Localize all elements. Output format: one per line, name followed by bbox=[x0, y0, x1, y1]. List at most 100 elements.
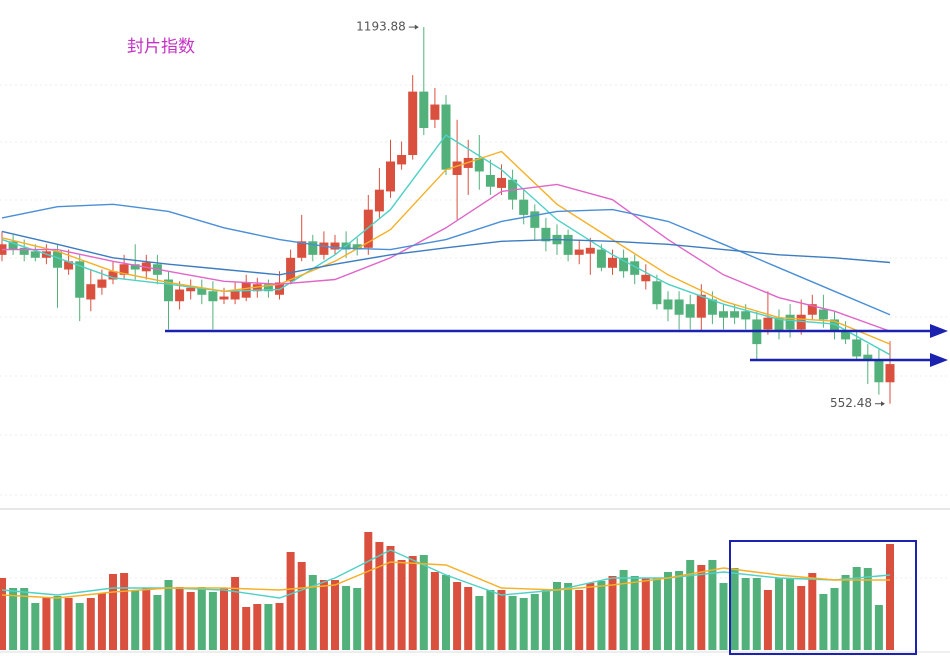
volume-bar bbox=[597, 581, 606, 650]
volume-bar bbox=[364, 532, 373, 650]
volume-bar bbox=[675, 571, 684, 650]
volume-bar bbox=[686, 560, 695, 650]
candle-body bbox=[164, 279, 173, 302]
candle-body bbox=[563, 234, 573, 255]
candle-body bbox=[596, 249, 606, 268]
candle-body bbox=[297, 241, 307, 258]
volume-bar bbox=[541, 590, 550, 650]
volume-bar bbox=[242, 607, 251, 650]
volume-bar bbox=[697, 565, 706, 650]
volume-bar bbox=[197, 587, 206, 650]
volume-bar bbox=[630, 576, 639, 650]
candle-body bbox=[419, 91, 429, 129]
extreme-label: 552.48 bbox=[830, 396, 872, 410]
volume-bar bbox=[708, 560, 717, 650]
candle-body bbox=[430, 104, 440, 120]
volume-bar bbox=[31, 603, 40, 650]
candle-body bbox=[519, 199, 529, 215]
volume-bar bbox=[419, 555, 428, 650]
volume-bar bbox=[175, 587, 184, 650]
volume-bar bbox=[575, 590, 584, 650]
candle-body bbox=[197, 287, 207, 295]
volume-bar bbox=[730, 568, 739, 650]
candle-body bbox=[30, 251, 40, 258]
candle-body bbox=[308, 241, 318, 255]
candle-body bbox=[774, 317, 784, 332]
candle-body bbox=[785, 314, 795, 330]
volume-bar bbox=[442, 575, 450, 650]
volume-bar bbox=[64, 598, 73, 650]
volume-bar bbox=[286, 552, 295, 650]
volume-bar bbox=[519, 598, 528, 650]
candle-body bbox=[8, 241, 18, 250]
candle-body bbox=[763, 317, 773, 330]
candle-body bbox=[363, 209, 373, 248]
ma-line bbox=[1, 561, 890, 599]
extreme-label: 1193.88 bbox=[356, 20, 406, 34]
volume-bar bbox=[86, 598, 95, 650]
candle-body bbox=[319, 242, 329, 255]
candle-body bbox=[585, 247, 595, 254]
volume-bar bbox=[131, 590, 140, 650]
candle-body bbox=[97, 279, 107, 288]
volume-bar bbox=[786, 578, 795, 650]
volume-bar bbox=[120, 573, 129, 650]
volume-bar bbox=[830, 588, 839, 650]
volume-bar bbox=[408, 556, 417, 650]
volume-bar bbox=[20, 588, 29, 650]
volume-bar bbox=[652, 578, 661, 650]
volume-bar bbox=[397, 560, 406, 650]
candle-body bbox=[485, 174, 495, 187]
volume-bar bbox=[486, 590, 495, 650]
volume-bar bbox=[752, 578, 761, 650]
volume-bar bbox=[375, 542, 384, 650]
volume-bar bbox=[142, 588, 151, 650]
candle-body bbox=[75, 261, 85, 298]
ma-line bbox=[1, 230, 891, 276]
volume-bar bbox=[97, 593, 106, 650]
candle-body bbox=[230, 291, 240, 300]
candle-body bbox=[874, 359, 884, 383]
volume-bar bbox=[852, 567, 861, 650]
volume-bar bbox=[353, 588, 362, 650]
volume-bar bbox=[109, 574, 117, 650]
volume-bar bbox=[308, 575, 317, 650]
price-panel: 1193.88 552.48 bbox=[0, 20, 895, 410]
label-arrow-head bbox=[881, 401, 885, 407]
candle-body bbox=[863, 354, 873, 360]
ma-line bbox=[1, 203, 891, 316]
candle-body bbox=[796, 314, 806, 330]
volume-bar bbox=[342, 586, 351, 650]
ma-line bbox=[1, 150, 891, 345]
volume-bar bbox=[164, 580, 173, 650]
volume-bar bbox=[464, 587, 473, 650]
candle-body bbox=[641, 274, 651, 282]
ma-line bbox=[1, 134, 891, 356]
arrow-head bbox=[930, 324, 948, 338]
volume-bar bbox=[808, 573, 817, 650]
candle-body bbox=[841, 331, 851, 340]
ma-line bbox=[1, 549, 891, 599]
volume-bar bbox=[553, 582, 561, 650]
volume-bar bbox=[586, 583, 595, 650]
candle-body bbox=[208, 291, 218, 302]
candle-body bbox=[175, 289, 185, 302]
candle-body bbox=[86, 284, 96, 300]
volume-bar bbox=[863, 568, 872, 650]
volume-bar bbox=[0, 578, 6, 650]
volume-bar bbox=[819, 594, 828, 650]
volume-bar bbox=[564, 583, 573, 650]
candle-body bbox=[685, 304, 695, 318]
candle-body bbox=[707, 299, 717, 315]
volume-bar bbox=[608, 576, 617, 650]
candle-body bbox=[275, 282, 284, 295]
volume-bar bbox=[841, 575, 850, 650]
volume-bar bbox=[741, 578, 750, 650]
candle-body bbox=[452, 161, 462, 175]
candle-body bbox=[474, 157, 484, 172]
volume-bar bbox=[775, 578, 783, 650]
volume-bar bbox=[186, 592, 195, 650]
candle-body bbox=[64, 261, 74, 270]
